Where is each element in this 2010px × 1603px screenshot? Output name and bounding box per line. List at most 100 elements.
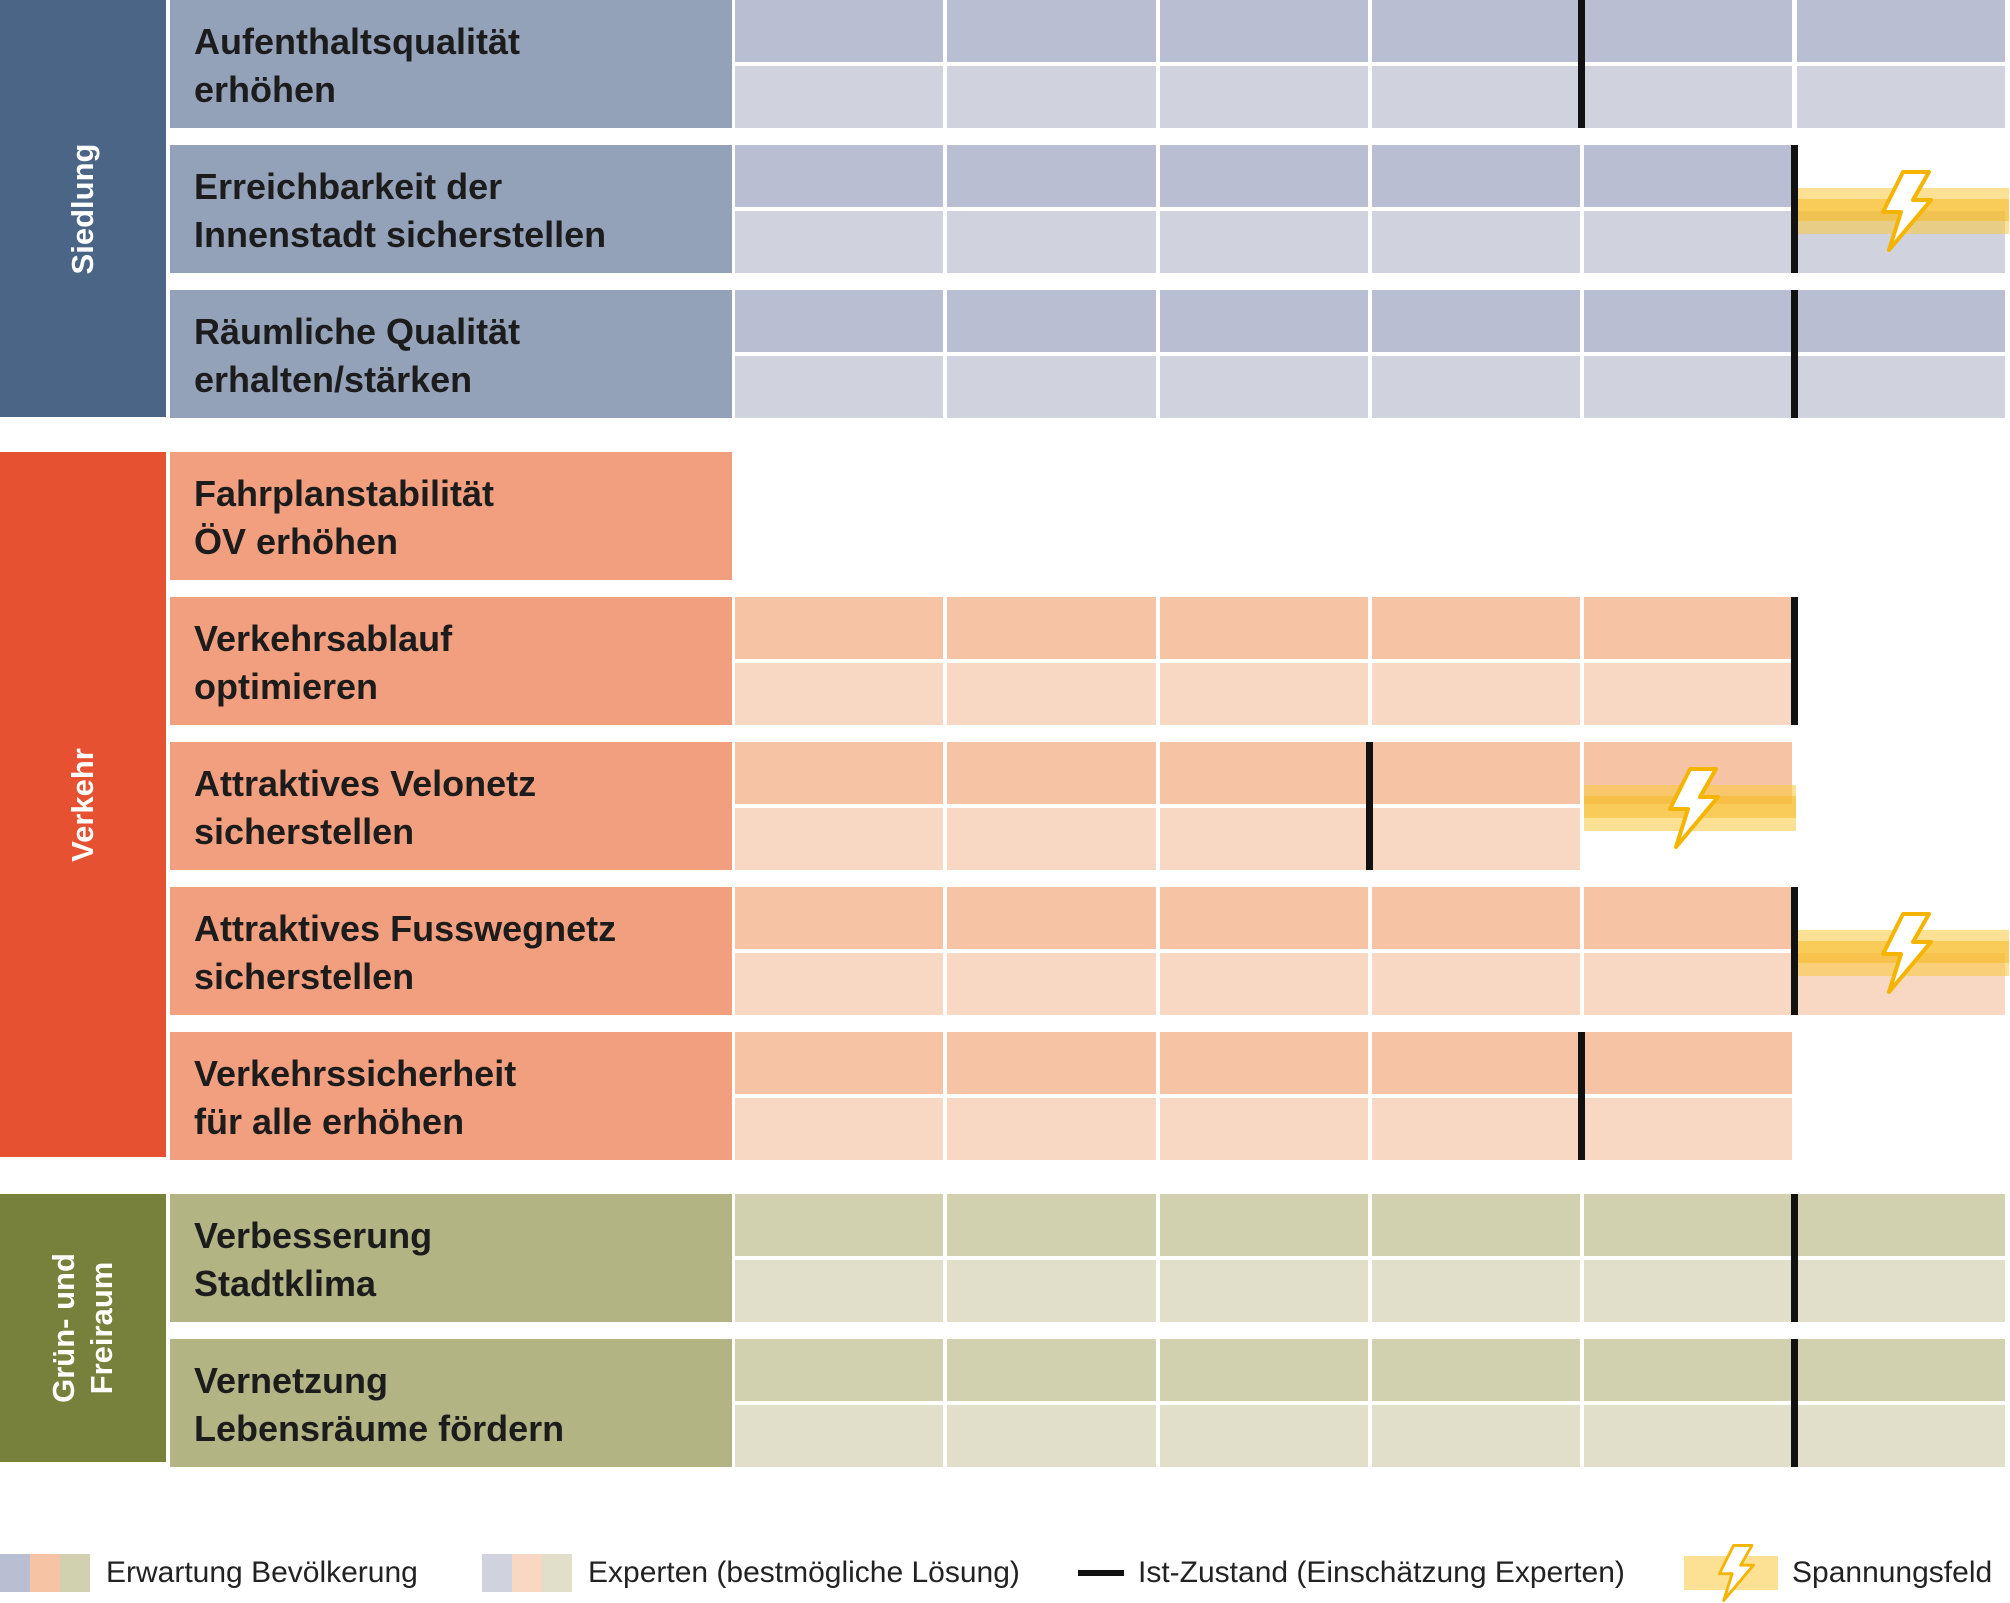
cell-bevoelkerung [735,887,944,949]
cell-bevoelkerung [947,887,1156,949]
cell-bevoelkerung [1159,742,1368,804]
cell-bevoelkerung [947,597,1156,659]
cell-experten [1584,66,1793,128]
lightning-icon [1880,170,1933,252]
ist-zustand-marker [1365,742,1373,870]
category-verkehr: Verkehr [0,452,166,1157]
cell-bevoelkerung [1371,0,1581,62]
legend-item-bevoelkerung: Erwartung Bevölkerung [0,1553,418,1593]
cell-experten [1159,1098,1368,1160]
cell-bevoelkerung [1796,0,2005,62]
ist-zustand-marker [1578,0,1586,128]
category-gruen: Grün- und Freiraum [0,1194,166,1462]
cell-experten [947,808,1156,870]
row-label: Erreichbarkeit der Innenstadt sicherstel… [170,145,732,273]
category-siedlung: Siedlung [0,0,166,417]
cell-experten [947,953,1156,1015]
row-label: Räumliche Qualität erhalten/stärken [170,290,732,418]
ist-zustand-marker [1790,290,1798,418]
cell-bevoelkerung [735,742,944,804]
row-label: Verkehrsablauf optimieren [170,597,732,725]
legend-item-experten: Experten (bestmögliche Lösung) [482,1553,1020,1593]
cell-bevoelkerung [735,1194,944,1256]
cell-bevoelkerung [1371,1339,1581,1401]
cell-bevoelkerung [1371,887,1581,949]
lightning-icon [1880,912,1933,994]
cell-experten [1371,356,1581,418]
cell-bevoelkerung [1584,1032,1793,1094]
cell-bevoelkerung [1371,1194,1581,1256]
cell-bevoelkerung [1159,145,1368,207]
legend-label-bevoelkerung: Erwartung Bevölkerung [106,1556,418,1589]
legend-label-spannungsfeld: Spannungsfeld [1792,1556,1993,1589]
cell-experten [1159,66,1368,128]
row-label: Verbesserung Stadtklima [170,1194,732,1322]
cell-bevoelkerung [1371,742,1581,804]
cell-bevoelkerung [1584,1339,1793,1401]
cell-experten [735,1260,944,1322]
cell-bevoelkerung [947,1339,1156,1401]
cell-experten [1159,211,1368,273]
legend-swatch-spannungsfeld [1684,1544,1778,1602]
legend-swatch-experten-verkehr [512,1554,542,1592]
cell-experten [947,1260,1156,1322]
legend-item-spannungsfeld: Spannungsfeld [1684,1544,1993,1602]
cell-bevoelkerung [947,1032,1156,1094]
ist-zustand-marker [1578,1032,1586,1160]
legend-item-ist: Ist-Zustand (Einschätzung Experten) [1078,1553,1625,1593]
row-label: Fahrplanstabilität ÖV erhöhen [170,452,732,580]
cell-experten [1584,211,1793,273]
row-label: Vernetzung Lebensräume fördern [170,1339,732,1467]
cell-experten [1371,1098,1581,1160]
category-label-siedlung: Siedlung [65,143,100,274]
cell-experten [735,356,944,418]
cell-bevoelkerung [735,290,944,352]
cell-bevoelkerung [947,145,1156,207]
cell-bevoelkerung [1584,1194,1793,1256]
cell-experten [1584,356,1793,418]
cell-bevoelkerung [1584,290,1793,352]
cell-experten [1159,1405,1368,1467]
cell-experten [735,953,944,1015]
ist-zustand-marker [1790,597,1798,725]
cell-bevoelkerung [1159,1194,1368,1256]
legend-swatch-ist [1078,1570,1124,1576]
row-label: Aufenthaltsqualität erhöhen [170,0,732,128]
lightning-icon [1668,767,1721,849]
cell-experten [1159,663,1368,725]
cell-bevoelkerung [1159,1032,1368,1094]
cell-experten [1371,953,1581,1015]
cell-bevoelkerung [735,0,944,62]
cell-bevoelkerung [1371,1032,1581,1094]
ist-zustand-marker [1790,1194,1798,1322]
cell-bevoelkerung [1796,1339,2005,1401]
cell-experten [1371,66,1581,128]
ist-zustand-marker [1790,145,1798,273]
cell-experten [947,356,1156,418]
legend-label-ist: Ist-Zustand (Einschätzung Experten) [1138,1556,1625,1589]
cell-experten [1371,1405,1581,1467]
category-label-verkehr: Verkehr [65,747,100,862]
cell-experten [1159,808,1368,870]
cell-experten [1796,1405,2005,1467]
row-label: Attraktives Fusswegnetz sicherstellen [170,887,732,1015]
cell-experten [735,663,944,725]
cell-bevoelkerung [1584,597,1793,659]
cell-bevoelkerung [947,290,1156,352]
cell-experten [735,211,944,273]
cell-bevoelkerung [1584,887,1793,949]
cell-experten [1371,1260,1581,1322]
cell-bevoelkerung [1584,145,1793,207]
cell-bevoelkerung [1584,0,1793,62]
cell-bevoelkerung [1796,1194,2005,1256]
cell-experten [1584,953,1793,1015]
legend-swatch-bevoelkerung-verkehr [30,1554,60,1592]
cell-bevoelkerung [735,145,944,207]
cell-bevoelkerung [1371,597,1581,659]
cell-experten [1371,211,1581,273]
cell-bevoelkerung [1371,290,1581,352]
cell-experten [947,211,1156,273]
cell-bevoelkerung [1371,145,1581,207]
ist-zustand-marker [1790,1339,1798,1467]
cell-experten [1584,1260,1793,1322]
